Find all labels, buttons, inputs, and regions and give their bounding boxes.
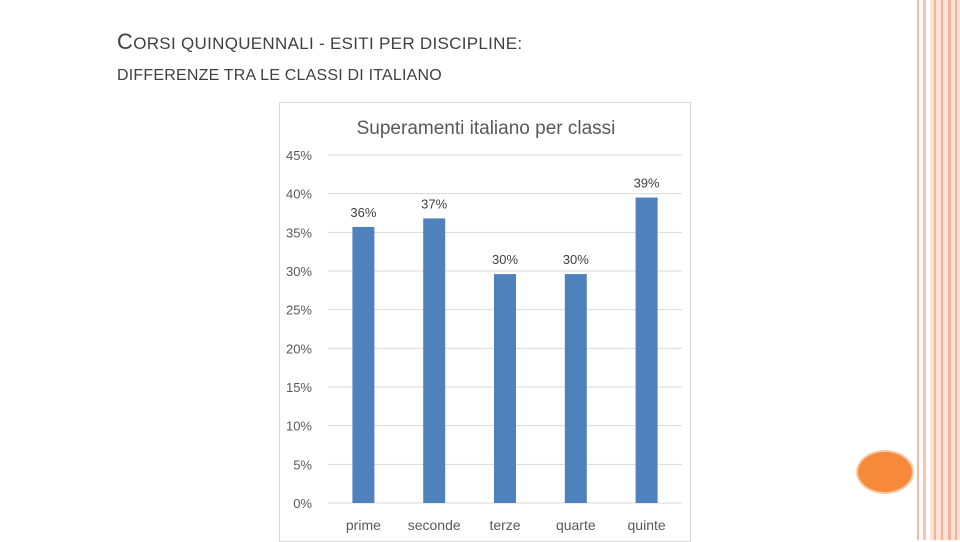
slide-title-line1: CORSI QUINQUENNALI - ESITI PER DISCIPLIN… — [117, 30, 522, 64]
decorative-rail-line — [941, 0, 943, 540]
data-label-terze: 30% — [492, 252, 518, 267]
bar-terze — [494, 274, 516, 503]
y-tick-label: 0% — [293, 496, 312, 511]
bar-seconde — [423, 218, 446, 503]
slide-title-line1-text: ORSI QUINQUENNALI - ESITI PER DISCIPLINE… — [133, 34, 523, 53]
y-tick-label: 5% — [293, 457, 312, 472]
x-tick-label-quinte: quinte — [628, 517, 666, 533]
data-label-quinte: 39% — [634, 176, 660, 191]
bar-chart-svg: Superamenti italiano per classi 0% 5% 10% 1… — [286, 118, 682, 533]
data-label-seconde: 37% — [421, 196, 447, 211]
chart-title: Superamenti italiano per classi — [357, 118, 616, 139]
decorative-rail-line — [917, 0, 919, 540]
slide-subtitle: DIFFERENZE TRA LE CLASSI DI ITALIANO — [117, 67, 442, 84]
data-label-prime: 36% — [350, 205, 376, 220]
x-tick-label-quarte: quarte — [556, 517, 596, 533]
decorative-rail-line — [948, 0, 951, 540]
y-tick-label: 15% — [286, 380, 312, 395]
x-tick-label-prime: prime — [346, 517, 381, 533]
data-label-quarte: 30% — [563, 252, 589, 267]
x-tick-label-seconde: seconde — [408, 517, 461, 533]
slide-title-initial: C — [117, 29, 134, 54]
decorative-rail-line — [934, 0, 936, 540]
y-tick-label: 20% — [286, 341, 312, 356]
orange-circle-icon — [856, 450, 914, 494]
y-tick-label: 30% — [286, 264, 312, 279]
y-tick-label: 45% — [286, 148, 312, 163]
y-tick-label: 40% — [286, 187, 312, 202]
bar-chart: Superamenti italiano per classi 0% 5% 10% 1… — [279, 102, 691, 542]
y-tick-label: 35% — [286, 225, 312, 240]
y-tick-label: 10% — [286, 419, 312, 434]
bar-prime — [352, 226, 375, 504]
decorative-rail-line — [955, 0, 957, 540]
decorative-rail-line — [923, 0, 926, 540]
x-tick-label-terze: terze — [489, 517, 520, 533]
bar-quinte — [635, 197, 658, 503]
y-tick-label: 25% — [286, 303, 312, 318]
slide-title: CORSI QUINQUENNALI - ESITI PER DISCIPLIN… — [117, 30, 522, 88]
bar-quarte — [564, 274, 587, 503]
